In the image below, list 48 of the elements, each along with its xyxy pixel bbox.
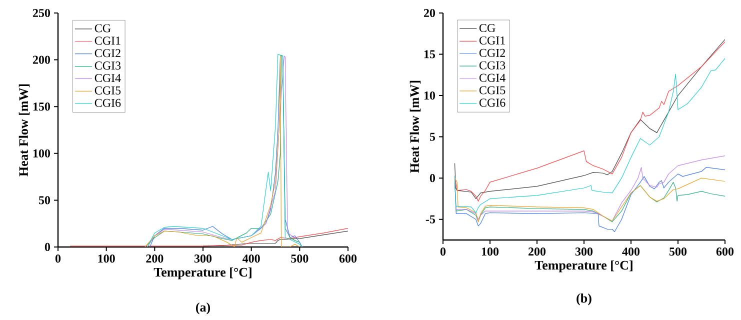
line-series xyxy=(454,58,725,214)
text: (b) xyxy=(576,294,592,306)
legend-label: CGI5 xyxy=(94,86,121,94)
x-tick-label: 400 xyxy=(242,254,260,263)
x-axis-title: Temperature [°C] xyxy=(534,260,632,272)
legend-label: CGI2 xyxy=(94,49,120,58)
legend-label: CGI2 xyxy=(479,48,505,57)
x-tick-label: 500 xyxy=(291,254,308,263)
x-tick-label: 600 xyxy=(716,248,734,256)
y-tick-label: 15 xyxy=(424,50,436,58)
x-tick-label: 400 xyxy=(622,248,640,256)
legend-label: CGI3 xyxy=(94,62,121,70)
y-tick-label: -5 xyxy=(426,215,436,224)
y-tick-label: 50 xyxy=(38,196,50,204)
legend-label: CGI5 xyxy=(479,86,506,94)
x-tick-label: 0 xyxy=(55,254,61,263)
y-tick-label: 20 xyxy=(424,8,436,18)
line-series xyxy=(70,228,348,246)
y-tick-label: 200 xyxy=(32,56,50,64)
x-tick-label: 200 xyxy=(146,254,164,263)
legend-label: CG xyxy=(479,24,496,32)
legend-label: CGI1 xyxy=(94,36,120,45)
legend-label: CGI1 xyxy=(479,36,505,45)
legend-label: CGI6 xyxy=(94,98,121,107)
text: (a) xyxy=(196,302,210,314)
y-axis-title: Heat Flow [mW] xyxy=(410,80,421,173)
legend-label: CGI4 xyxy=(94,74,121,82)
x-tick-label: 100 xyxy=(482,248,499,256)
x-tick-label: 300 xyxy=(575,248,593,256)
x-tick-label: 0 xyxy=(440,248,446,256)
y-tick-label: 10 xyxy=(424,91,436,100)
x-tick-label: 100 xyxy=(98,254,115,263)
y-axis-title: Heat Flow [mW] xyxy=(18,84,30,176)
legend-label: CGI3 xyxy=(479,61,506,70)
y-tick-label: 0 xyxy=(430,174,436,182)
x-tick-label: 600 xyxy=(339,254,357,263)
y-tick-label: 150 xyxy=(33,102,50,111)
y-tick-label: 100 xyxy=(33,149,50,158)
y-tick-label: 5 xyxy=(430,132,436,141)
x-tick-label: 200 xyxy=(528,248,546,256)
x-axis-title: Temperature [°C] xyxy=(154,267,252,280)
y-tick-label: 250 xyxy=(32,8,50,18)
legend-label: CG xyxy=(94,24,111,32)
line-series xyxy=(454,167,725,232)
legend-label: CGI6 xyxy=(479,98,506,107)
x-tick-label: 300 xyxy=(194,254,212,263)
x-tick-label: 500 xyxy=(669,248,687,256)
legend-label: CGI4 xyxy=(479,74,506,82)
